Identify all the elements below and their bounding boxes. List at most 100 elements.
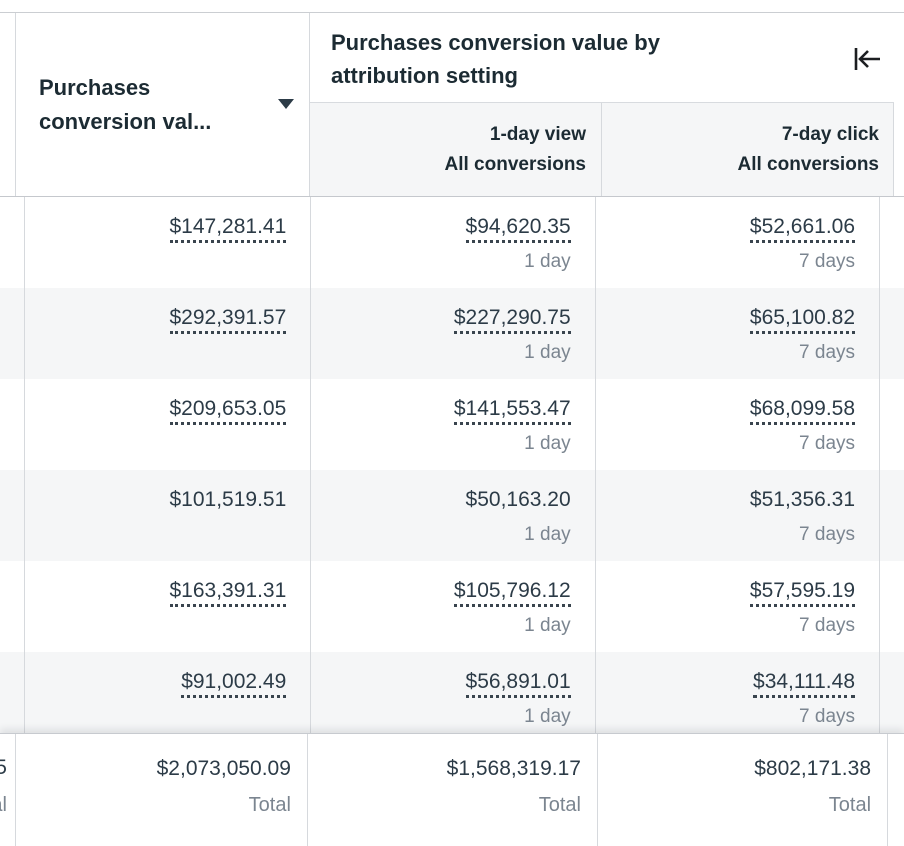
total-label: Total [828, 794, 872, 816]
metric-value: $51,356.31 [749, 488, 856, 511]
row-left-edge-cell [0, 379, 25, 470]
one-day-view-cell: $105,796.12 1 day [311, 561, 596, 652]
metric-value[interactable]: $65,100.82 [749, 306, 856, 334]
purchases-value-cell: $292,391.57 [25, 288, 312, 379]
attribution-window-tag: 7 days [799, 524, 856, 545]
metric-value: $101,519.51 [169, 488, 287, 511]
attribution-window-label: 1-day view [489, 124, 586, 146]
sort-descending-icon [278, 99, 294, 109]
total-one-day-view-cell: $1,568,319.17 Total [307, 734, 598, 846]
metric-value[interactable]: $227,290.75 [453, 306, 571, 334]
metric-value: $50,163.20 [465, 488, 571, 511]
total-right-edge-cell [888, 734, 904, 846]
metric-value[interactable]: $147,281.41 [169, 215, 287, 243]
attribution-group-title-row: Purchases conversion value by attributio… [310, 13, 894, 104]
metric-value[interactable]: $56,891.01 [465, 670, 571, 698]
top-gap [0, 0, 904, 12]
one-day-view-cell: $227,290.75 1 day [311, 288, 596, 379]
total-value: $1,568,319.17 [446, 757, 581, 780]
column-header-purchases-conversion-value[interactable]: Purchases conversion val... [16, 13, 310, 196]
metric-value[interactable]: $105,796.12 [453, 579, 571, 607]
row-right-edge-cell [880, 470, 904, 561]
seven-day-click-cell: $52,661.06 7 days [595, 197, 881, 288]
left-edge-column-sliver [0, 13, 16, 196]
row-right-edge-cell [880, 288, 904, 379]
purchases-value-cell: $209,653.05 [25, 379, 312, 470]
total-seven-day-click-cell: $802,171.38 Total [597, 734, 889, 846]
column-header-label: Purchases conversion val... [39, 74, 212, 134]
row-right-edge-cell [880, 652, 904, 733]
seven-day-click-cell: $65,100.82 7 days [595, 288, 881, 379]
attribution-window-tag: 1 day [524, 342, 571, 363]
table-row: $163,391.31 $105,796.12 1 day $57,595.19 7… [0, 561, 904, 652]
row-right-edge-cell [880, 561, 904, 652]
conversion-scope-label: All conversions [444, 154, 587, 176]
offscreen-total-label-fragment: Total [0, 794, 7, 816]
offscreen-total-value-fragment: 5 [0, 756, 7, 780]
total-left-edge-cell: 5 Total [0, 734, 16, 846]
attribution-window-tag: 7 days [799, 342, 856, 363]
one-day-view-cell: $94,620.35 1 day [311, 197, 596, 288]
attribution-window-tag: 7 days [799, 433, 856, 454]
row-left-edge-cell [0, 197, 25, 288]
attribution-window-tag: 1 day [524, 251, 571, 272]
total-label: Total [538, 794, 581, 816]
metric-value[interactable]: $292,391.57 [169, 306, 287, 334]
seven-day-click-cell: $51,356.31 7 days [595, 470, 881, 561]
attribution-window-label: 7-day click [781, 124, 879, 146]
one-day-view-cell: $141,553.47 1 day [311, 379, 596, 470]
purchases-value-cell: $101,519.51 [25, 470, 312, 561]
seven-day-click-cell: $68,099.58 7 days [595, 379, 881, 470]
attribution-window-tag: 7 days [799, 615, 856, 636]
total-value: $802,171.38 [754, 757, 872, 780]
attribution-window-tag: 7 days [799, 706, 856, 727]
attribution-window-tag: 1 day [524, 615, 571, 636]
collapse-columns-button[interactable] [850, 44, 884, 74]
attribution-group-header: Purchases conversion value by attributio… [310, 13, 894, 196]
row-left-edge-cell [0, 470, 25, 561]
purchases-value-cell: $91,002.49 [25, 652, 312, 733]
metric-value[interactable]: $52,661.06 [749, 215, 856, 243]
metric-value[interactable]: $209,653.05 [169, 397, 287, 425]
attribution-window-tag: 7 days [799, 251, 856, 272]
attribution-window-tag: 1 day [524, 524, 571, 545]
table-row: $101,519.51 $50,163.20 1 day $51,356.31 7 … [0, 470, 904, 561]
row-left-edge-cell [0, 652, 25, 733]
total-purchases-cell: $2,073,050.09 Total [15, 734, 308, 846]
total-label: Total [248, 794, 291, 816]
subcolumn-header-7-day-click[interactable]: 7-day click All conversions [602, 103, 894, 196]
one-day-view-cell: $50,163.20 1 day [311, 470, 596, 561]
totals-row: 5 Total $2,073,050.09 Total $1,568,319.1… [0, 733, 904, 846]
table-row: $292,391.57 $227,290.75 1 day $65,100.82 7… [0, 288, 904, 379]
metric-value[interactable]: $94,620.35 [465, 215, 571, 243]
attribution-window-tag: 1 day [524, 706, 571, 727]
purchases-value-cell: $163,391.31 [25, 561, 312, 652]
metric-value[interactable]: $34,111.48 [753, 670, 856, 698]
one-day-view-cell: $56,891.01 1 day [311, 652, 596, 733]
metric-value[interactable]: $68,099.58 [749, 397, 856, 425]
row-right-edge-cell [880, 197, 904, 288]
seven-day-click-cell: $57,595.19 7 days [595, 561, 881, 652]
attribution-group-title: Purchases conversion value by attributio… [331, 30, 660, 88]
purchases-value-cell: $147,281.41 [25, 197, 312, 288]
total-value: $2,073,050.09 [156, 757, 291, 780]
metric-value[interactable]: $163,391.31 [169, 579, 287, 607]
table-header: Purchases conversion val... Purchases co… [0, 12, 904, 197]
table-row: $147,281.41 $94,620.35 1 day $52,661.06 7 … [0, 197, 904, 288]
table-row: $209,653.05 $141,553.47 1 day $68,099.58 7… [0, 379, 904, 470]
attribution-window-tag: 1 day [524, 433, 571, 454]
attribution-subheader-row: 1-day view All conversions 7-day click A… [310, 103, 894, 196]
right-edge-column-sliver [893, 13, 904, 196]
metric-value[interactable]: $57,595.19 [749, 579, 856, 607]
row-left-edge-cell [0, 561, 25, 652]
metric-value[interactable]: $141,553.47 [453, 397, 571, 425]
table-row-clipped: $91,002.49 $56,891.01 1 day $34,111.48 7 d… [0, 652, 904, 733]
conversion-scope-label: All conversions [737, 154, 880, 176]
metric-value[interactable]: $91,002.49 [181, 670, 287, 698]
seven-day-click-cell: $34,111.48 7 days [595, 652, 881, 733]
row-left-edge-cell [0, 288, 25, 379]
collapse-left-icon [854, 48, 880, 70]
subcolumn-header-1-day-view[interactable]: 1-day view All conversions [310, 103, 602, 196]
row-right-edge-cell [880, 379, 904, 470]
